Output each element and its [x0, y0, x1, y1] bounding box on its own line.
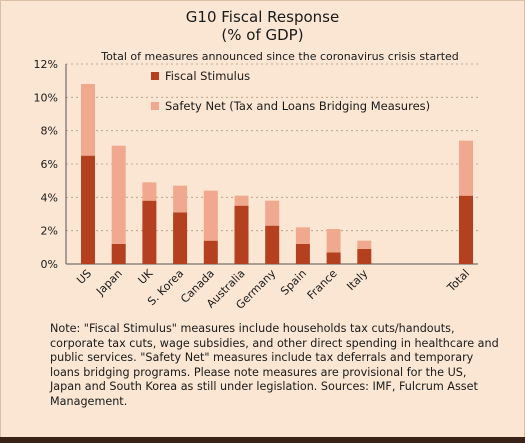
x-tick-label: Italy [344, 267, 370, 293]
legend-swatch [151, 72, 159, 80]
bar-safety-net [81, 84, 95, 156]
bar-safety-net [326, 229, 341, 253]
legend-label: Safety Net (Tax and Loans Bridging Measu… [165, 99, 430, 113]
bar-safety-net [234, 195, 249, 206]
y-tick-label: 10% [34, 91, 58, 104]
x-tick-label: France [305, 267, 340, 302]
bar-safety-net [295, 227, 310, 244]
y-tick-label: 0% [41, 258, 58, 271]
x-tick-label: Japan [93, 267, 125, 299]
chart-note: Note: "Fiscal Stimulus" measures include… [50, 322, 499, 408]
bar-fiscal-stimulus [295, 244, 310, 264]
y-tick-label: 8% [41, 125, 58, 138]
bar-fiscal-stimulus [142, 200, 157, 264]
x-tick-label: US [74, 267, 94, 287]
chart-title-line1: G10 Fiscal Response [185, 8, 340, 26]
bar-safety-net [265, 200, 280, 226]
bar-fiscal-stimulus [459, 195, 473, 264]
bar-safety-net [173, 185, 188, 213]
bar-fiscal-stimulus [326, 252, 341, 264]
bar-safety-net [459, 140, 473, 196]
bar-safety-net [142, 182, 157, 201]
chart-title-line2: (% of GDP) [221, 26, 304, 44]
y-tick-label: 2% [41, 225, 58, 238]
bar-safety-net [111, 145, 126, 244]
bar-fiscal-stimulus [111, 244, 126, 264]
bar-fiscal-stimulus [81, 155, 95, 264]
bottom-bar [0, 437, 525, 443]
legend-swatch [151, 102, 159, 110]
bar-fiscal-stimulus [173, 212, 188, 264]
chart-subtitle: Total of measures announced since the co… [101, 50, 459, 63]
bar-fiscal-stimulus [265, 225, 280, 264]
legend-label: Fiscal Stimulus [165, 69, 250, 83]
bar-safety-net [203, 190, 218, 241]
x-tick-label: Total [444, 267, 472, 295]
chart-plot: 0%2%4%6%8%10%12%US Japan UKS. KoreaCanadaA… [34, 58, 478, 312]
y-tick-label: 12% [34, 58, 58, 71]
y-tick-label: 4% [41, 191, 58, 204]
bar-fiscal-stimulus [234, 205, 249, 264]
x-tick-label: UK [136, 266, 157, 287]
bar-fiscal-stimulus [357, 249, 372, 264]
bar-fiscal-stimulus [203, 240, 218, 264]
chart-title: G10 Fiscal Response (% of GDP) [0, 8, 525, 44]
bar-safety-net [357, 240, 372, 249]
y-tick-label: 6% [41, 158, 58, 171]
